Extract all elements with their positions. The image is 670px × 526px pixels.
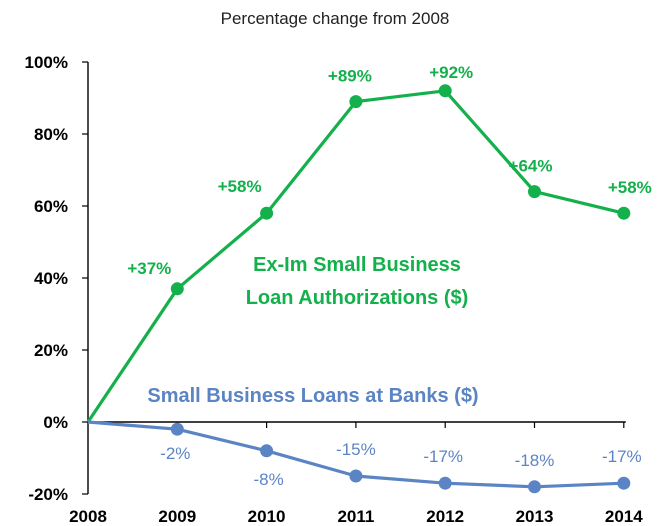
data-point (170, 282, 184, 296)
data-label: -17% (602, 447, 642, 466)
y-tick-label: 0% (43, 413, 68, 432)
y-tick-label: -20% (28, 485, 68, 504)
data-point (349, 469, 363, 483)
data-point (349, 95, 363, 109)
y-tick-label: 60% (34, 197, 68, 216)
x-tick-label: 2010 (248, 507, 286, 526)
data-point (260, 206, 274, 220)
series-name-eximbank-line2: Loan Authorizations ($) (246, 287, 469, 309)
data-point (438, 476, 452, 490)
x-tick-label: 2011 (337, 507, 374, 526)
series-name-banks: Small Business Loans at Banks ($) (147, 385, 478, 407)
data-point (617, 206, 631, 220)
data-point (528, 185, 541, 199)
y-tick-label: 20% (34, 341, 68, 360)
data-label: +58% (608, 178, 652, 197)
data-label: +37% (127, 259, 171, 278)
data-point (528, 480, 541, 494)
x-tick-label: 2013 (516, 507, 554, 526)
y-tick-label: 80% (34, 125, 68, 144)
data-point (170, 422, 184, 436)
data-label: -2% (160, 444, 190, 463)
data-label: +58% (218, 177, 262, 196)
data-label: +64% (509, 157, 553, 176)
data-label: -8% (253, 470, 283, 489)
data-point (260, 444, 274, 458)
data-point (438, 84, 452, 98)
data-point (617, 476, 631, 490)
data-label: +89% (328, 67, 372, 86)
x-tick-label: 2009 (158, 507, 196, 526)
chart-title: Percentage change from 2008 (221, 9, 450, 28)
series-name-eximbank-line1: Ex-Im Small Business (253, 254, 461, 276)
y-tick-label: 40% (34, 269, 68, 288)
data-label: -18% (515, 451, 555, 470)
data-label: +92% (429, 63, 473, 82)
data-label: -15% (336, 440, 376, 459)
x-tick-label: 2014 (605, 507, 643, 526)
data-label: -17% (423, 447, 463, 466)
x-tick-label: 2008 (69, 507, 107, 526)
y-tick-label: 100% (25, 53, 68, 72)
x-tick-label: 2012 (426, 507, 464, 526)
